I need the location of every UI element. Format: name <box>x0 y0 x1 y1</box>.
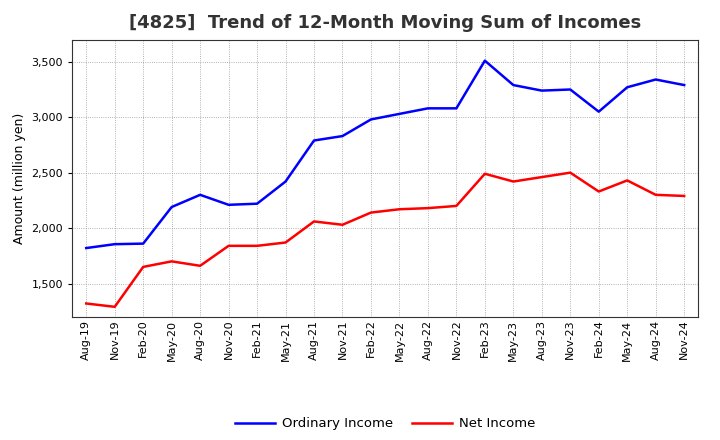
Net Income <box>423 205 432 211</box>
Ordinary Income <box>167 205 176 210</box>
Ordinary Income <box>253 201 261 206</box>
Ordinary Income <box>566 87 575 92</box>
Ordinary Income <box>282 179 290 184</box>
Title: [4825]  Trend of 12-Month Moving Sum of Incomes: [4825] Trend of 12-Month Moving Sum of I… <box>129 15 642 33</box>
Net Income <box>566 170 575 175</box>
Line: Ordinary Income: Ordinary Income <box>86 61 684 248</box>
Net Income <box>310 219 318 224</box>
Ordinary Income <box>196 192 204 198</box>
Net Income <box>509 179 518 184</box>
Net Income <box>537 174 546 180</box>
Net Income <box>595 189 603 194</box>
Net Income <box>282 240 290 245</box>
Ordinary Income <box>139 241 148 246</box>
Net Income <box>480 171 489 176</box>
Net Income <box>680 193 688 198</box>
Net Income <box>366 210 375 215</box>
Y-axis label: Amount (million yen): Amount (million yen) <box>13 113 26 244</box>
Ordinary Income <box>110 242 119 247</box>
Ordinary Income <box>366 117 375 122</box>
Net Income <box>110 304 119 309</box>
Net Income <box>167 259 176 264</box>
Ordinary Income <box>595 109 603 114</box>
Ordinary Income <box>537 88 546 93</box>
Ordinary Income <box>338 133 347 139</box>
Net Income <box>253 243 261 249</box>
Net Income <box>196 263 204 268</box>
Ordinary Income <box>225 202 233 207</box>
Ordinary Income <box>652 77 660 82</box>
Ordinary Income <box>680 82 688 88</box>
Ordinary Income <box>623 84 631 90</box>
Ordinary Income <box>423 106 432 111</box>
Net Income <box>452 203 461 209</box>
Ordinary Income <box>310 138 318 143</box>
Net Income <box>139 264 148 270</box>
Legend: Ordinary Income, Net Income: Ordinary Income, Net Income <box>230 412 540 436</box>
Net Income <box>395 207 404 212</box>
Ordinary Income <box>452 106 461 111</box>
Ordinary Income <box>480 58 489 63</box>
Ordinary Income <box>82 246 91 251</box>
Ordinary Income <box>395 111 404 117</box>
Line: Net Income: Net Income <box>86 172 684 307</box>
Net Income <box>652 192 660 198</box>
Net Income <box>82 301 91 306</box>
Net Income <box>623 178 631 183</box>
Ordinary Income <box>509 82 518 88</box>
Net Income <box>225 243 233 249</box>
Net Income <box>338 222 347 227</box>
